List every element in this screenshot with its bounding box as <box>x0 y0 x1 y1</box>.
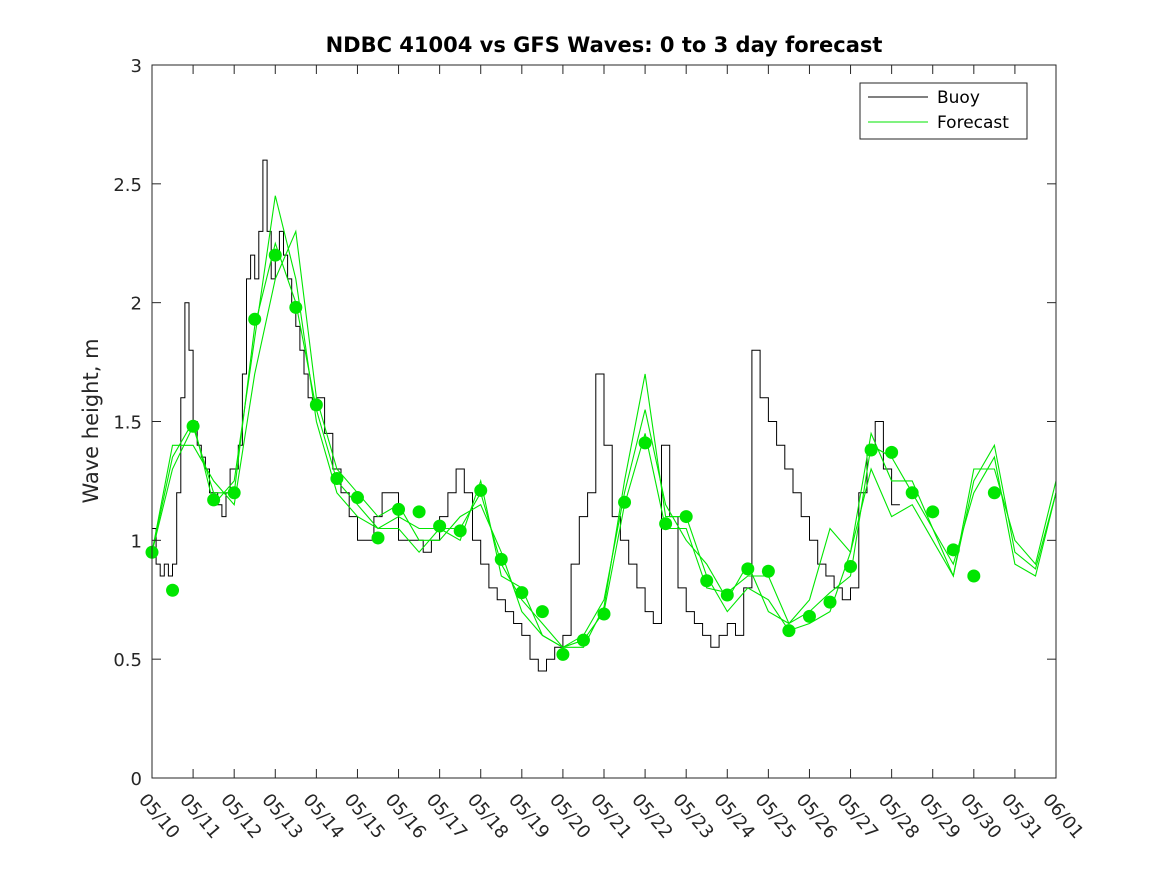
forecast-analysis-point <box>392 502 406 516</box>
y-axis-ticks: 0 0.5 1 1.5 2 2.5 3 <box>113 56 1056 790</box>
x-tick-label: 05/26 <box>792 790 841 843</box>
forecast-analysis-point <box>207 493 221 507</box>
x-tick-label: 05/20 <box>545 790 594 843</box>
legend-box <box>859 82 1028 140</box>
forecast-analysis-point <box>679 510 693 524</box>
forecast-analysis-point <box>474 483 488 497</box>
x-tick-label: 05/16 <box>381 790 430 843</box>
x-tick-label: 06/01 <box>1038 790 1087 843</box>
y-tick-label: 3 <box>131 56 142 77</box>
x-tick-label: 05/18 <box>463 790 512 843</box>
forecast-analysis-point <box>823 595 837 609</box>
x-tick-label: 05/23 <box>668 790 717 843</box>
forecast-analysis-point <box>556 647 570 661</box>
y-tick-label: 1 <box>131 531 142 552</box>
forecast-analysis-point <box>289 300 303 314</box>
y-axis-label: Wave height, m <box>79 338 103 503</box>
x-tick-label: 05/21 <box>586 790 635 843</box>
x-tick-label: 05/11 <box>175 790 224 843</box>
forecast-analysis-point <box>268 248 282 262</box>
x-tick-label: 05/24 <box>709 790 758 843</box>
x-tick-label: 05/22 <box>627 790 676 843</box>
forecast-analysis-point <box>186 419 200 433</box>
forecast-analysis-point <box>412 505 426 519</box>
legend-forecast-label: Forecast <box>937 113 1009 133</box>
forecast-analysis-point <box>166 583 180 597</box>
forecast-analysis-point <box>761 564 775 578</box>
plot-lines <box>151 159 1057 672</box>
forecast-analysis-point <box>987 486 1001 500</box>
forecast-analysis-point <box>535 605 549 619</box>
forecast-analysis-point <box>885 445 899 459</box>
forecast-analysis-point <box>597 607 611 621</box>
chart-title: NDBC 41004 vs GFS Waves: 0 to 3 day fore… <box>326 33 883 57</box>
plot-markers <box>145 248 1001 661</box>
x-tick-label: 05/15 <box>340 790 389 843</box>
y-tick-label: 2.5 <box>113 175 142 196</box>
forecast-analysis-point <box>350 491 364 505</box>
y-tick-label: 1.5 <box>113 413 142 434</box>
forecast-analysis-point <box>967 569 981 583</box>
x-tick-label: 05/10 <box>134 790 183 843</box>
forecast-analysis-point <box>453 524 467 538</box>
x-tick-label: 05/19 <box>504 790 553 843</box>
x-tick-label: 05/17 <box>422 790 471 843</box>
forecast-analysis-point <box>844 559 858 573</box>
legend: Buoy Forecast <box>859 82 1028 140</box>
forecast-analysis-point <box>700 574 714 588</box>
x-tick-label: 05/31 <box>997 790 1046 843</box>
forecast-analysis-point <box>618 495 632 509</box>
forecast-analysis-point <box>741 562 755 576</box>
forecast-analysis-point <box>864 443 878 457</box>
forecast-series-line-2 <box>151 229 1057 648</box>
forecast-analysis-point <box>515 586 529 600</box>
legend-buoy-label: Buoy <box>937 88 980 108</box>
x-tick-label: 05/12 <box>216 790 265 843</box>
forecast-analysis-point <box>248 312 262 326</box>
forecast-analysis-point <box>638 436 652 450</box>
y-tick-label: 2 <box>131 294 142 315</box>
forecast-series-line-3 <box>151 195 1057 648</box>
forecast-analysis-point <box>720 588 734 602</box>
forecast-analysis-point <box>227 486 241 500</box>
forecast-analysis-point <box>371 531 385 545</box>
forecast-analysis-point <box>309 398 323 412</box>
x-tick-label: 05/27 <box>833 790 882 843</box>
forecast-analysis-point <box>659 517 673 531</box>
forecast-analysis-point <box>330 472 344 486</box>
x-tick-label: 05/28 <box>874 790 923 843</box>
y-tick-label: 0.5 <box>113 650 142 671</box>
y-tick-label: 0 <box>131 769 142 790</box>
forecast-analysis-point <box>782 624 796 638</box>
forecast-analysis-point <box>433 519 447 533</box>
x-tick-label: 05/13 <box>257 790 306 843</box>
forecast-analysis-point <box>802 609 816 623</box>
forecast-analysis-point <box>946 543 960 557</box>
x-tick-label: 05/14 <box>299 790 348 843</box>
x-axis-ticks: 05/1005/1105/1205/1305/1405/1505/1605/17… <box>134 65 1088 843</box>
forecast-analysis-point <box>494 552 508 566</box>
x-tick-label: 05/25 <box>751 790 800 843</box>
x-tick-label: 05/30 <box>956 790 1005 843</box>
forecast-analysis-point <box>905 486 919 500</box>
forecast-analysis-point <box>576 633 590 647</box>
x-tick-label: 05/29 <box>915 790 964 843</box>
forecast-analysis-point <box>926 505 940 519</box>
